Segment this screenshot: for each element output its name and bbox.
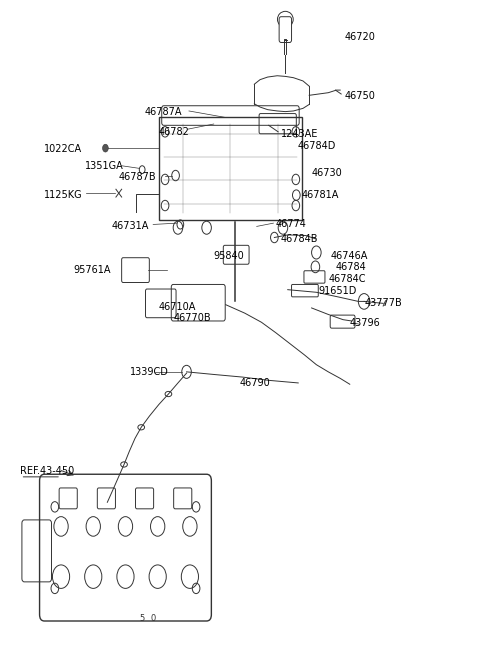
Text: 1022CA: 1022CA bbox=[44, 145, 83, 155]
Text: 5: 5 bbox=[140, 614, 145, 623]
Text: 95761A: 95761A bbox=[73, 265, 110, 275]
Text: 46731A: 46731A bbox=[111, 221, 148, 231]
Text: 46787A: 46787A bbox=[144, 107, 182, 117]
Text: 0: 0 bbox=[151, 614, 156, 623]
FancyBboxPatch shape bbox=[279, 17, 291, 43]
Text: REF.43-450: REF.43-450 bbox=[21, 466, 75, 476]
Text: 46774: 46774 bbox=[276, 219, 307, 229]
Text: 91651D: 91651D bbox=[319, 286, 357, 296]
Ellipse shape bbox=[277, 11, 293, 28]
Text: 46787B: 46787B bbox=[118, 172, 156, 183]
Text: 46784C: 46784C bbox=[328, 274, 366, 284]
Text: 1351GA: 1351GA bbox=[85, 160, 124, 171]
Text: 46720: 46720 bbox=[345, 32, 376, 43]
Text: 43777B: 43777B bbox=[364, 299, 402, 309]
Text: 46784D: 46784D bbox=[297, 141, 336, 151]
Circle shape bbox=[103, 144, 108, 152]
Text: 46770B: 46770B bbox=[173, 313, 211, 324]
Text: 46730: 46730 bbox=[312, 168, 342, 178]
Text: 46710A: 46710A bbox=[159, 302, 196, 312]
Text: 46784: 46784 bbox=[336, 263, 366, 272]
Text: 95840: 95840 bbox=[214, 251, 244, 261]
Text: 46790: 46790 bbox=[240, 378, 271, 388]
Text: 1339CD: 1339CD bbox=[130, 367, 169, 377]
Text: 43796: 43796 bbox=[350, 318, 381, 328]
Text: 46781A: 46781A bbox=[302, 190, 339, 200]
Text: 46746A: 46746A bbox=[331, 251, 368, 261]
Text: 46782: 46782 bbox=[159, 127, 190, 137]
Text: 1243AE: 1243AE bbox=[281, 129, 318, 139]
Text: 1125KG: 1125KG bbox=[44, 190, 83, 200]
Text: 46750: 46750 bbox=[345, 91, 376, 101]
Text: 46784B: 46784B bbox=[281, 234, 318, 244]
